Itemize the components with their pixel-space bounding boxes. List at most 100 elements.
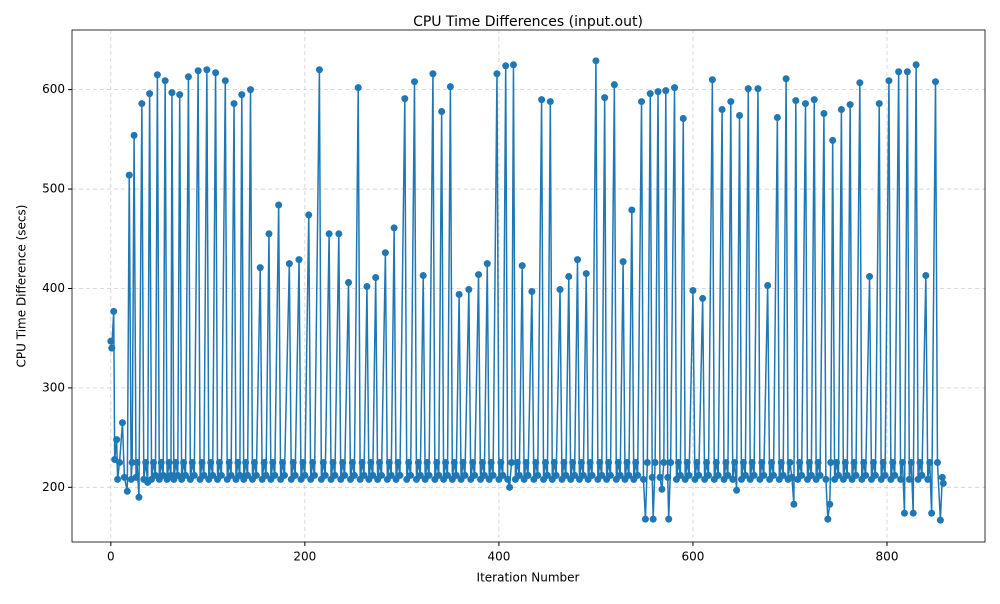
data-point — [256, 264, 264, 272]
x-tick-label: 200 — [293, 550, 316, 564]
data-point — [704, 471, 712, 479]
y-tick-label: 600 — [42, 82, 65, 96]
x-tick-label: 0 — [107, 550, 115, 564]
data-point — [758, 458, 766, 466]
data-point — [777, 458, 785, 466]
data-point — [918, 471, 926, 479]
data-point — [469, 458, 477, 466]
data-point — [596, 458, 604, 466]
data-point — [899, 458, 907, 466]
data-point — [107, 337, 115, 345]
data-point — [269, 458, 277, 466]
data-point — [750, 471, 758, 479]
data-point — [754, 85, 762, 93]
data-point — [528, 287, 536, 295]
data-point — [905, 475, 913, 483]
data-point — [641, 515, 649, 523]
data-point — [616, 471, 624, 479]
data-point — [113, 436, 121, 444]
data-point — [889, 458, 897, 466]
data-point — [879, 458, 887, 466]
data-point — [335, 230, 343, 238]
x-axis-label: Iteration Number — [477, 571, 580, 585]
data-point — [438, 108, 446, 116]
data-point — [429, 70, 437, 78]
data-point — [712, 458, 720, 466]
data-point — [200, 471, 208, 479]
data-point — [176, 91, 184, 99]
data-point — [182, 471, 190, 479]
data-point — [509, 61, 517, 69]
data-point — [493, 70, 501, 78]
data-point — [348, 458, 356, 466]
data-point — [538, 96, 546, 104]
data-point — [727, 98, 735, 106]
y-tick-label: 500 — [42, 182, 65, 196]
data-point — [153, 71, 161, 79]
data-point — [638, 98, 646, 106]
data-point — [837, 106, 845, 114]
data-point — [741, 471, 749, 479]
data-point — [394, 458, 402, 466]
data-point — [619, 258, 627, 266]
data-point — [909, 509, 917, 517]
data-point — [562, 471, 570, 479]
data-point — [786, 458, 794, 466]
data-point — [480, 471, 488, 479]
data-point — [643, 458, 651, 466]
data-point — [639, 475, 647, 483]
data-point — [565, 273, 573, 281]
data-point — [628, 206, 636, 214]
data-point — [280, 471, 288, 479]
data-point — [834, 471, 842, 479]
data-point — [443, 471, 451, 479]
data-point — [699, 294, 707, 302]
data-point — [390, 224, 398, 232]
data-point — [301, 471, 309, 479]
data-point — [405, 458, 413, 466]
data-point — [329, 458, 337, 466]
data-point — [354, 84, 362, 92]
data-point — [875, 100, 883, 108]
data-point — [321, 471, 329, 479]
data-point — [524, 471, 532, 479]
data-point — [703, 458, 711, 466]
data-point — [135, 493, 143, 501]
data-point — [897, 475, 905, 483]
data-point — [161, 77, 169, 85]
data-point — [157, 458, 165, 466]
data-point — [938, 473, 946, 481]
data-point — [360, 471, 368, 479]
data-point — [123, 487, 131, 495]
data-point — [820, 110, 828, 118]
data-point — [648, 473, 656, 481]
data-point — [788, 473, 796, 481]
data-point — [708, 76, 716, 84]
data-point — [634, 471, 642, 479]
data-point — [358, 458, 366, 466]
data-point — [685, 471, 693, 479]
data-point — [891, 471, 899, 479]
data-point — [260, 458, 268, 466]
data-point — [452, 471, 460, 479]
data-point — [773, 113, 781, 121]
data-point — [508, 458, 516, 466]
data-point — [506, 483, 514, 491]
data-point — [764, 282, 772, 290]
data-point — [729, 475, 737, 483]
data-point — [779, 471, 787, 479]
data-point — [410, 78, 418, 86]
data-point — [108, 344, 116, 352]
data-point — [546, 98, 554, 106]
data-point — [769, 471, 777, 479]
data-point — [541, 458, 549, 466]
data-point — [869, 458, 877, 466]
data-point — [165, 458, 173, 466]
data-point — [552, 471, 560, 479]
data-point — [571, 471, 579, 479]
data-point — [796, 458, 804, 466]
data-point — [843, 471, 851, 479]
data-point — [577, 458, 585, 466]
data-point — [731, 458, 739, 466]
data-point — [242, 458, 250, 466]
